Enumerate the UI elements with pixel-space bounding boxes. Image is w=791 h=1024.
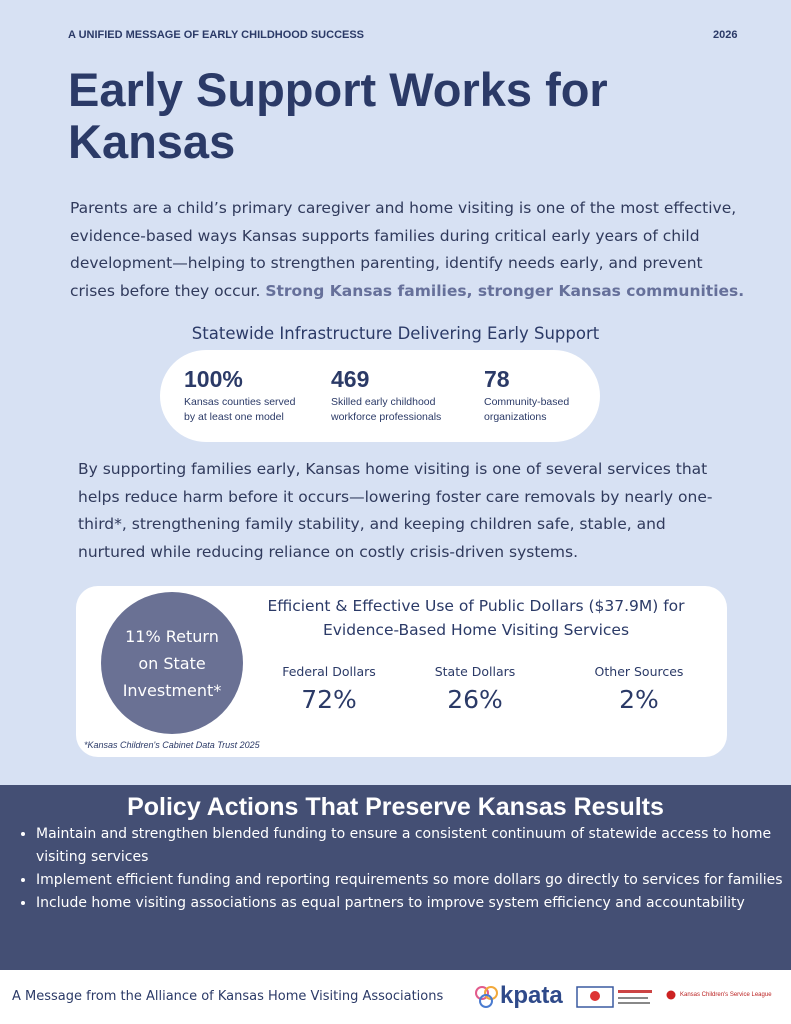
stat: 469 Skilled early childhood workforce pro… xyxy=(331,366,456,425)
stat-value: 469 xyxy=(331,366,370,392)
stat-label: Kansas counties served by at least one m… xyxy=(184,396,296,423)
footer-message: A Message from the Alliance of Kansas Ho… xyxy=(12,989,444,1004)
kansas-logo xyxy=(576,986,652,1008)
stat-label: Skilled early childhood workforce profes… xyxy=(331,396,442,423)
policy-list: Maintain and strengthen blended funding … xyxy=(16,823,786,915)
source-share: 26% xyxy=(447,685,503,714)
funding-source: Other Sources 2% xyxy=(564,664,714,714)
policy-item: Maintain and strengthen blended funding … xyxy=(36,823,786,869)
intro-text: Parents are a child’s primary caregiver … xyxy=(70,199,737,300)
impact-text: By supporting families early, Kansas hom… xyxy=(78,460,713,561)
year: 2026 xyxy=(713,29,738,41)
policy-section: Policy Actions That Preserve Kansas Resu… xyxy=(0,785,791,970)
kcsl-logo: Kansas Children's Service League xyxy=(680,992,772,998)
stat-value: 100% xyxy=(184,366,243,392)
funding-source: State Dollars 26% xyxy=(400,664,550,714)
policy-item: Include home visiting associations as eq… xyxy=(36,892,786,915)
source-name: Federal Dollars xyxy=(282,664,376,679)
source-name: Other Sources xyxy=(594,664,684,679)
eyebrow: A UNIFIED MESSAGE OF EARLY CHILDHOOD SUC… xyxy=(68,29,365,41)
funding-source: Federal Dollars 72% xyxy=(254,664,404,714)
funding-title: Efficient & Effective Use of Public Doll… xyxy=(267,597,685,639)
stat-label: Community-based organizations xyxy=(484,396,570,423)
stat: 100% Kansas counties served by at least o… xyxy=(184,366,309,425)
kcsl-icon xyxy=(666,990,676,1000)
roi-circle: 11% Return on State Investment* xyxy=(101,592,243,734)
policy-item: Implement efficient funding and reportin… xyxy=(36,869,786,892)
stat-value: 78 xyxy=(484,366,510,392)
source-name: State Dollars xyxy=(434,664,516,679)
source-share: 2% xyxy=(619,685,659,714)
source-share: 72% xyxy=(301,685,357,714)
title: Early Support Works for Kansas xyxy=(68,63,608,168)
infrastructure-title: Statewide Infrastructure Delivering Earl… xyxy=(191,324,600,343)
funding-box: 11% Return on State Investment* Efficien… xyxy=(76,586,727,757)
intro: Parents are a child’s primary caregiver … xyxy=(70,195,750,305)
intro-emphasis: Strong Kansas families, stronger Kansas … xyxy=(265,281,745,300)
kpata-logo: kpata xyxy=(500,982,563,1009)
policy-title: Policy Actions That Preserve Kansas Resu… xyxy=(127,793,664,821)
footnote: *Kansas Children's Cabinet Data Trust 20… xyxy=(84,740,260,750)
stat: 78 Community-based organizations xyxy=(484,366,584,425)
stat-box: 100% Kansas counties served by at least o… xyxy=(160,350,600,442)
logo-icon xyxy=(475,986,498,1008)
